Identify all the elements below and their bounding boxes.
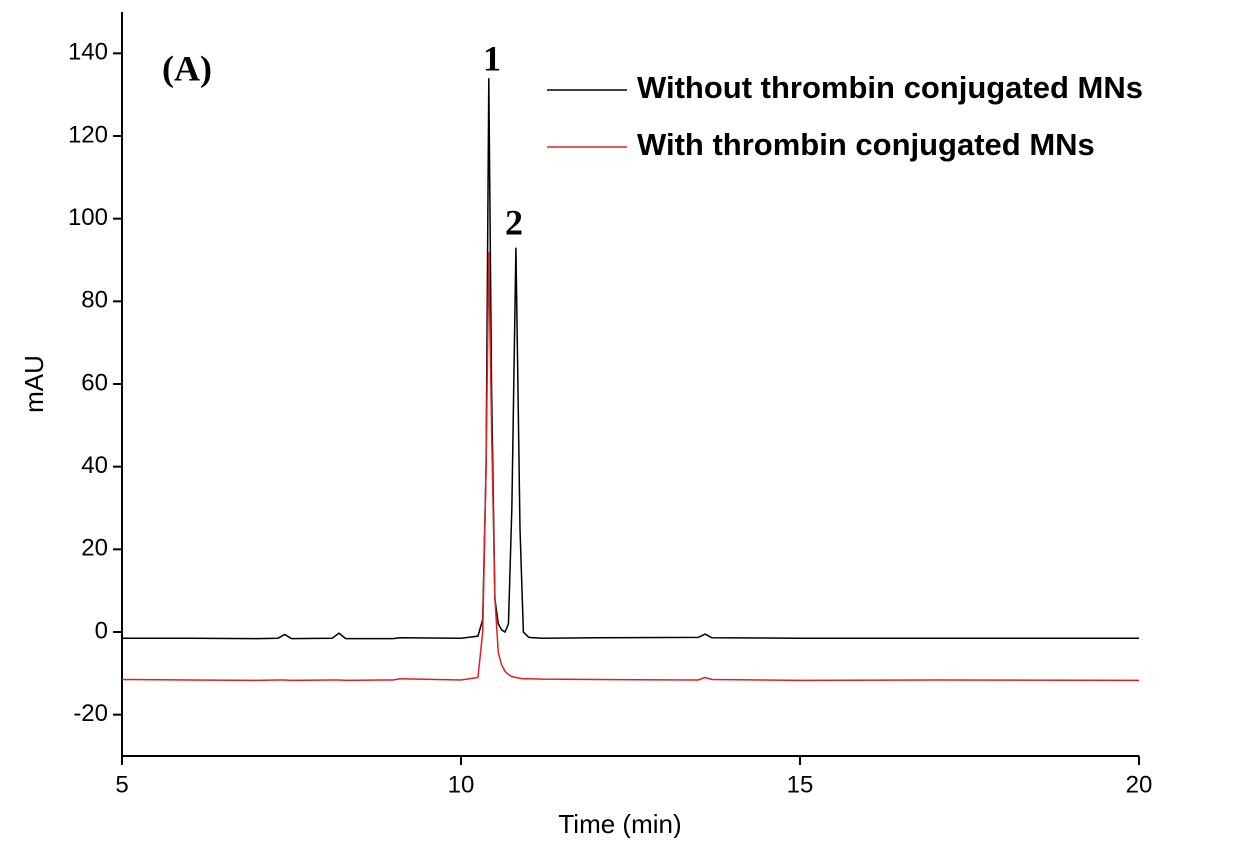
series-line xyxy=(122,78,1139,640)
peak-label: 1 xyxy=(483,38,501,78)
y-tick-label: 20 xyxy=(81,535,108,562)
panel-label: (A) xyxy=(162,48,212,88)
peak-label: 2 xyxy=(505,202,523,242)
y-tick-label: -20 xyxy=(73,700,108,727)
series-line xyxy=(121,251,1140,682)
y-tick-label: 40 xyxy=(81,452,108,479)
y-tick-label: 0 xyxy=(95,617,108,644)
y-tick-label: 80 xyxy=(81,287,108,314)
x-tick-label: 5 xyxy=(115,771,128,798)
legend-label: With thrombin conjugated MNs xyxy=(637,127,1095,162)
y-tick-label: 140 xyxy=(68,39,108,66)
x-tick-label: 15 xyxy=(787,771,814,798)
x-tick-label: 20 xyxy=(1126,771,1153,798)
y-axis-label: mAU xyxy=(19,355,49,413)
y-tick-label: 100 xyxy=(68,204,108,231)
x-tick-label: 10 xyxy=(448,771,475,798)
y-tick-label: 60 xyxy=(81,369,108,396)
legend-label: Without thrombin conjugated MNs xyxy=(637,70,1143,105)
y-tick-label: 120 xyxy=(68,121,108,148)
x-axis-label: Time (min) xyxy=(558,809,681,838)
